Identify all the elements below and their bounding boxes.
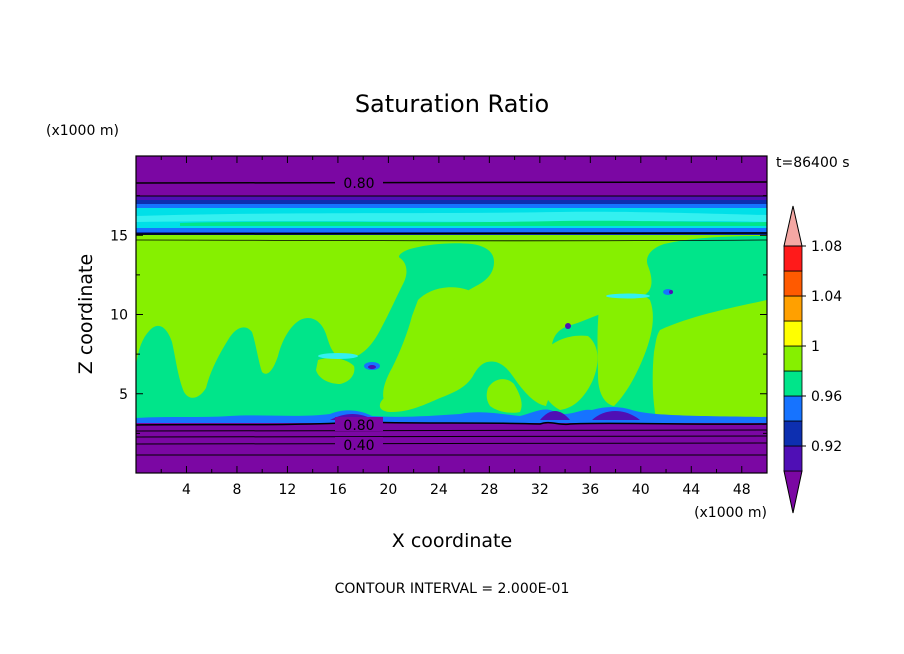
teal-streak (180, 220, 767, 226)
x-tick-label: 44 (682, 482, 700, 498)
contour-label-bg-2 (335, 417, 383, 431)
time-label: t=86400 s (776, 155, 850, 171)
blob-indigo-1 (368, 365, 376, 369)
colorbar-segment (783, 395, 803, 422)
region-green-center (383, 287, 474, 404)
contour-line-upper-0.80 (136, 181, 767, 184)
x-tick-label: 20 (379, 482, 397, 498)
contour-label-bg-1 (335, 174, 383, 190)
x-tick-label: 24 (430, 482, 448, 498)
region-green-small (486, 379, 522, 413)
blob-indigo-3 (669, 290, 673, 294)
colorbar-segment (783, 295, 803, 322)
colorbar-segment (783, 445, 803, 472)
colorbar-tick-label: 0.96 (811, 389, 842, 405)
colorbar-tick-label: 1 (811, 339, 820, 355)
cyan-streak (136, 211, 767, 222)
x-tick-label: 28 (480, 482, 498, 498)
band-upper-navy (136, 200, 767, 205)
bump-indigo-2 (540, 411, 570, 420)
contour-interval-note: CONTOUR INTERVAL = 2.000E-01 (335, 581, 570, 597)
y-tick-label: 5 (119, 387, 128, 403)
x-tick-label: 40 (632, 482, 650, 498)
band-upper-blue (136, 204, 767, 209)
contour-line-green-edge (136, 239, 767, 242)
bump-indigo-3 (592, 411, 640, 420)
y-axis-units: (x1000 m) (46, 123, 119, 139)
x-axis-ticks: 4 8 12 16 20 24 28 32 36 40 44 48 (160, 156, 751, 498)
x-tick-label: 16 (329, 482, 347, 498)
blob-cyan-1 (318, 353, 358, 359)
contour-line-lower-0.30 (136, 454, 767, 456)
x-tick-label: 36 (581, 482, 599, 498)
lower-dry-layer (136, 423, 767, 473)
colorbar-bottom-arrow (783, 470, 803, 514)
colorbar-segment (783, 270, 803, 297)
contour-line-lower-0.70 (136, 429, 767, 432)
colorbar-segment (783, 420, 803, 447)
colorbar-segment (783, 345, 803, 372)
contour-line-lower-0.60 (136, 435, 767, 438)
x-tick-label: 12 (279, 482, 297, 498)
colorbar: 0.92 0.96 1 1.04 1.08 (783, 205, 842, 514)
blob-cyan-2 (606, 293, 650, 299)
x-axis-label: X coordinate (392, 530, 512, 552)
contour-line-lower-0.80 (136, 421, 767, 426)
contour-label: 0.80 (343, 418, 374, 434)
region-green-tall (597, 292, 653, 406)
lower-boundary-blue (136, 407, 767, 425)
y-tick-label: 15 (110, 228, 128, 244)
colorbar-tick-label: 1.08 (811, 239, 842, 255)
contour-label: 0.40 (343, 438, 374, 454)
colorbar-top-arrow (783, 205, 803, 247)
x-tick-label: 4 (182, 482, 191, 498)
contour-line-lower-0.40 (136, 442, 767, 445)
x-tick-label: 8 (232, 482, 241, 498)
band-upper-indigo (136, 196, 767, 202)
x-tick-label: 32 (531, 482, 549, 498)
x-tick-label: 48 (733, 482, 751, 498)
region-green-pocket (316, 358, 355, 384)
contour-label-bg-3 (335, 437, 383, 451)
contour-field: 0.80 0.80 0.40 (136, 156, 767, 473)
colorbar-tick-label: 0.92 (811, 439, 842, 455)
colorbar-segment (783, 320, 803, 347)
region-green-mid-right (537, 335, 598, 410)
colorbar-tick-label: 1.04 (811, 289, 842, 305)
colorbar-segment (783, 370, 803, 397)
region-green-right (652, 300, 767, 418)
y-axis-ticks: 5 10 15 (110, 195, 767, 434)
band-lower-blue (136, 228, 767, 233)
contour-line-upper-1.00 (136, 232, 767, 235)
y-axis-label: Z coordinate (75, 254, 97, 374)
x-axis-units: (x1000 m) (694, 505, 767, 521)
chart-title: Saturation Ratio (355, 90, 549, 118)
colorbar-segment (783, 245, 803, 272)
y-tick-label: 10 (110, 308, 128, 324)
contour-label: 0.80 (343, 176, 374, 192)
blob-indigo-2 (565, 323, 571, 329)
